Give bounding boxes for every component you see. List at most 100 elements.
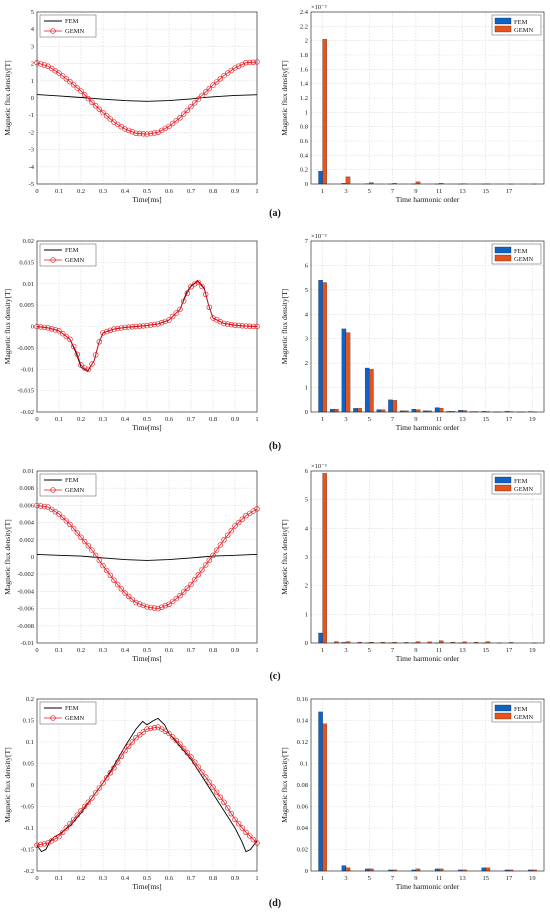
y-tick-label: 7 <box>305 238 309 245</box>
bar-gemn <box>334 409 338 412</box>
bar-gemn <box>323 473 327 643</box>
x-tick-label: 0.2 <box>77 647 85 654</box>
x-tick-label: 0.8 <box>209 188 217 195</box>
y-tick-label: 0.14 <box>297 718 309 725</box>
y-tick-label: -0.004 <box>17 588 35 595</box>
x-tick-label: 0.9 <box>231 875 239 882</box>
bar-fem <box>377 410 381 412</box>
x-tick-label: 19 <box>529 647 536 654</box>
bar-gemn <box>369 369 373 412</box>
legend-label-gemn: GEMN <box>514 256 533 263</box>
x-tick-label: 0.9 <box>231 188 239 195</box>
y-tick-label: -4 <box>29 164 35 171</box>
y-tick-label: 1.4 <box>300 81 309 88</box>
y-tick-label: 0.006 <box>19 502 34 509</box>
y-tick-label: 0.06 <box>297 804 309 811</box>
bar-fem <box>319 633 323 643</box>
bar-gemn <box>346 333 350 412</box>
y-tick-label: -0.006 <box>17 606 35 613</box>
x-tick-label: 0.7 <box>187 416 196 423</box>
y-tick-label: 0 <box>305 181 308 188</box>
y-tick-label: 3 <box>305 554 308 561</box>
legend-swatch-fem <box>495 477 511 483</box>
y-tick-label: -0.005 <box>17 345 34 352</box>
x-tick-label: 17 <box>506 647 513 654</box>
bar-gemn <box>323 724 327 871</box>
x-tick-label: 1 <box>321 647 324 654</box>
bar-gemn <box>416 410 420 412</box>
legend-label-gemn: GEMN <box>65 257 84 264</box>
x-tick-label: 13 <box>459 416 466 423</box>
legend-label-fem: FEM <box>514 248 528 255</box>
x-tick-label: 0.9 <box>231 416 239 423</box>
y-tick-label: 1 <box>305 109 308 116</box>
bar-gemn <box>346 177 350 184</box>
y-tick-label: 0 <box>31 95 34 102</box>
x-tick-label: 0.5 <box>143 188 151 195</box>
x-tick-label: 11 <box>436 416 442 423</box>
x-tick-label: 0.7 <box>187 188 196 195</box>
y-tick-label: 5 <box>305 497 308 504</box>
y-tick-label: 1.2 <box>300 95 308 102</box>
y-tick-label: 0.1 <box>300 761 308 768</box>
y-tick-label: 0.1 <box>26 739 34 746</box>
x-axis-label: Time harmonic order <box>396 423 460 432</box>
y-tick-label: -0.01 <box>20 366 34 373</box>
legend-label-gemn: GEMN <box>514 714 533 721</box>
y-tick-label: 0.02 <box>23 238 34 245</box>
y-tick-label: -0.002 <box>17 571 34 578</box>
y-tick-label: 1.8 <box>300 52 308 59</box>
legend: FEM GEMN <box>40 474 96 496</box>
bar-fem <box>330 409 334 412</box>
x-axis-label: Time[ms] <box>132 195 161 204</box>
panel-label: (b) <box>269 441 281 452</box>
y-tick-label: 0.2 <box>300 167 308 174</box>
legend-label-fem: FEM <box>514 706 528 713</box>
x-tick-label: 1 <box>321 188 324 195</box>
x-tick-label: 0.2 <box>77 188 85 195</box>
x-tick-label: 3 <box>344 416 347 423</box>
x-tick-label: 13 <box>459 647 466 654</box>
x-tick-label: 17 <box>506 416 513 423</box>
bar-fem <box>412 409 416 412</box>
x-tick-label: 3 <box>344 647 347 654</box>
legend-label-fem: FEM <box>65 18 79 25</box>
legend-swatch-gemn <box>495 26 511 32</box>
bar-fem <box>482 868 486 871</box>
x-tick-label: 0.3 <box>99 416 107 423</box>
y-tick-label: 0 <box>31 324 34 331</box>
bar-fem <box>353 408 357 412</box>
y-tick-label: 4 <box>31 26 35 33</box>
x-tick-label: 15 <box>483 188 490 195</box>
y-tick-label: 0.008 <box>19 485 34 492</box>
y-tick-label: 1.6 <box>300 66 309 73</box>
y-axis-label: Magnetic flux density[T] <box>280 60 289 135</box>
legend-label-gemn: GEMN <box>65 487 84 494</box>
legend-label-fem: FEM <box>65 477 79 484</box>
x-tick-label: 0.6 <box>165 647 174 654</box>
y-tick-label: 0.8 <box>300 124 308 131</box>
x-tick-label: 1 <box>255 647 258 654</box>
x-axis-label: Time harmonic order <box>396 882 460 891</box>
bar-gemn <box>439 408 443 412</box>
x-tick-label: 3 <box>344 875 347 882</box>
y-tick-label: 4 <box>305 525 309 532</box>
x-tick-label: 0 <box>35 188 38 195</box>
y-tick-label: 0 <box>305 640 308 647</box>
y-tick-label: 6 <box>305 262 309 269</box>
legend-label-fem: FEM <box>514 19 528 26</box>
x-tick-label: 15 <box>483 416 490 423</box>
bar-fem <box>319 712 323 871</box>
x-tick-label: 13 <box>459 875 466 882</box>
x-tick-label: 0.1 <box>55 875 63 882</box>
y-tick-label: 2 <box>305 583 308 590</box>
bar-fem <box>342 866 346 871</box>
y-axis-label: Magnetic flux density[T] <box>3 747 12 822</box>
x-tick-label: 15 <box>483 647 490 654</box>
y-tick-label: 0.004 <box>19 520 34 527</box>
